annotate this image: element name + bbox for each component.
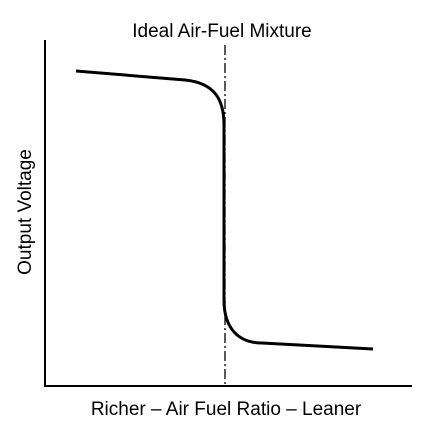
x-axis-label: Richer – Air Fuel Ratio – Leaner (91, 399, 362, 420)
y-axis-label: Output Voltage (15, 149, 36, 275)
voltage-curve (75, 69, 374, 351)
title: Ideal Air-Fuel Mixture (132, 21, 312, 42)
